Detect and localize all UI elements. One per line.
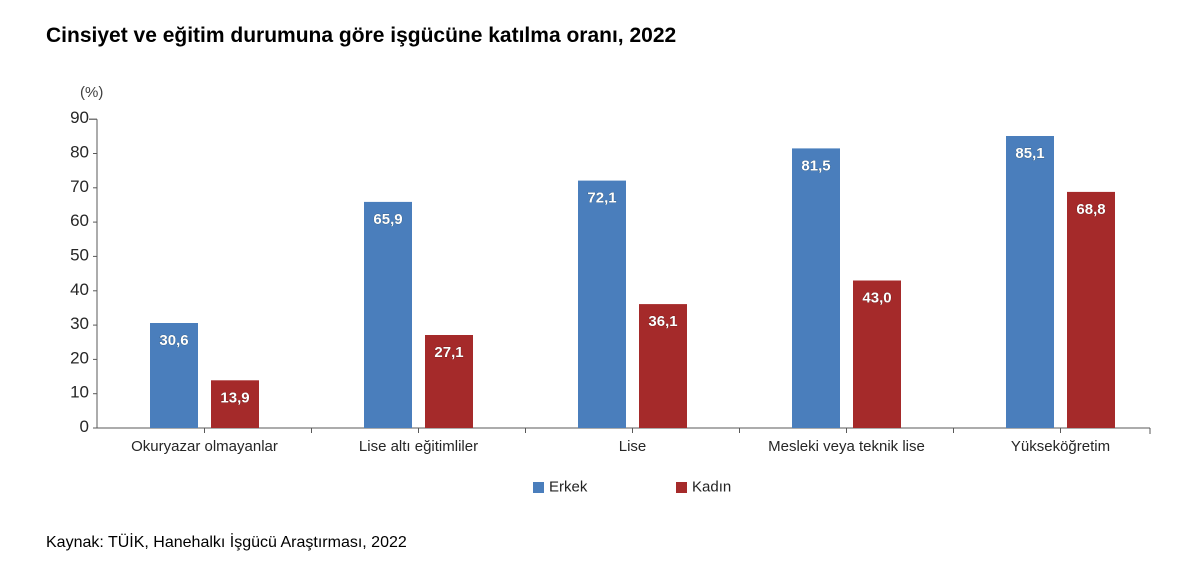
svg-text:Yükseköğretim: Yükseköğretim <box>1011 438 1110 455</box>
svg-text:72,1: 72,1 <box>587 190 616 207</box>
svg-text:27,1: 27,1 <box>434 344 463 361</box>
svg-text:20: 20 <box>70 348 89 367</box>
svg-text:80: 80 <box>70 143 89 162</box>
svg-text:85,1: 85,1 <box>1015 145 1044 162</box>
svg-text:90: 90 <box>70 108 89 127</box>
svg-text:0: 0 <box>80 417 89 436</box>
svg-text:10: 10 <box>70 383 89 402</box>
svg-text:30: 30 <box>70 314 89 333</box>
svg-text:13,9: 13,9 <box>220 389 249 406</box>
svg-text:40: 40 <box>70 280 89 299</box>
svg-text:43,0: 43,0 <box>862 290 891 307</box>
svg-text:Lise: Lise <box>619 438 647 455</box>
svg-text:70: 70 <box>70 177 89 196</box>
svg-text:30,6: 30,6 <box>159 332 188 349</box>
svg-text:Mesleki veya teknik lise: Mesleki veya teknik lise <box>768 438 925 455</box>
svg-text:68,8: 68,8 <box>1076 201 1105 218</box>
svg-text:Lise altı eğitimliler: Lise altı eğitimliler <box>359 438 478 455</box>
svg-text:60: 60 <box>70 211 89 230</box>
svg-text:50: 50 <box>70 245 89 264</box>
svg-text:36,1: 36,1 <box>648 313 677 330</box>
svg-text:81,5: 81,5 <box>801 157 830 174</box>
svg-text:65,9: 65,9 <box>373 211 402 228</box>
svg-text:Okuryazar olmayanlar: Okuryazar olmayanlar <box>131 438 278 455</box>
